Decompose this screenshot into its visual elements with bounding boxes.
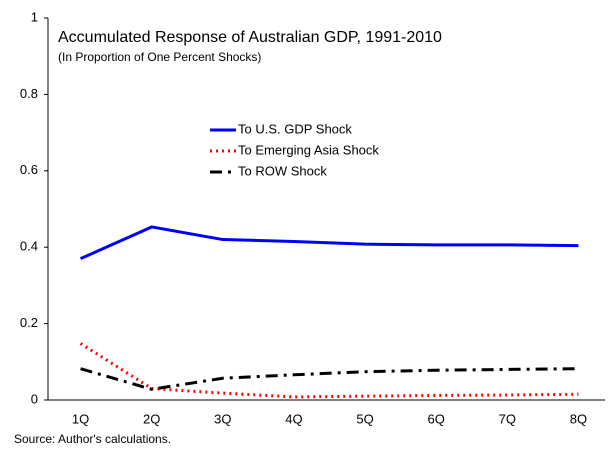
chart-title: Accumulated Response of Australian GDP, … [58, 29, 442, 46]
y-tick-label: 0.8 [20, 86, 38, 101]
x-tick-label: 3Q [214, 411, 231, 426]
y-tick-label: 0.4 [20, 239, 38, 254]
x-tick-label: 2Q [143, 411, 160, 426]
x-tick-label: 7Q [499, 411, 516, 426]
y-tick-label: 0.6 [20, 162, 38, 177]
series-line [79, 225, 579, 261]
x-tick-label: 8Q [570, 411, 587, 426]
source-note: Source: Author's calculations. [14, 432, 171, 446]
legend-label: To Emerging Asia Shock [238, 142, 379, 157]
y-tick-label: 0 [31, 391, 38, 406]
series-line [80, 367, 579, 391]
x-tick-label: 4Q [285, 411, 302, 426]
x-tick-label: 5Q [356, 411, 373, 426]
chart-subtitle: (In Proportion of One Percent Shocks) [58, 50, 261, 64]
series-line [79, 342, 579, 399]
x-tick-label: 6Q [428, 411, 445, 426]
x-tick-label: 1Q [72, 411, 89, 426]
legend-label: To ROW Shock [238, 163, 327, 178]
y-tick-label: 0.2 [20, 315, 38, 330]
legend-label: To U.S. GDP Shock [238, 121, 352, 136]
y-tick-label: 1 [31, 9, 38, 24]
